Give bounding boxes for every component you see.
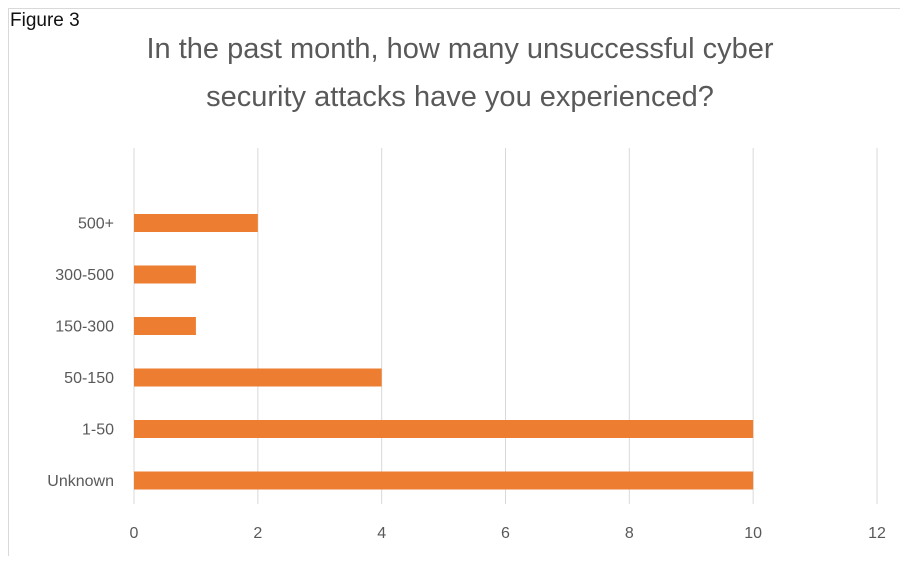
figure-label: Figure 3	[10, 10, 80, 31]
bar-300-500	[134, 265, 196, 284]
chart-title-line-2: security attacks have you experienced?	[206, 81, 714, 113]
y-tick-label-500-: 500+	[78, 216, 114, 233]
y-tick-label-unknown: Unknown	[47, 473, 114, 490]
y-tick-label-150-300: 150-300	[55, 319, 114, 336]
chart-frame	[8, 8, 900, 556]
x-tick-label-12: 12	[868, 525, 886, 542]
y-tick-label-1-50: 1-50	[82, 422, 114, 439]
x-tick-label-0: 0	[130, 525, 139, 542]
x-tick-label-2: 2	[253, 525, 262, 542]
bar-150-300	[134, 317, 196, 335]
x-tick-label-4: 4	[377, 525, 386, 542]
bar-unknown	[134, 471, 754, 490]
bar-50-150	[134, 368, 382, 387]
bar-1-50	[134, 420, 754, 438]
x-tick-label-6: 6	[501, 525, 510, 542]
x-tick-label-10: 10	[744, 525, 762, 542]
chart-title-line-1: In the past month, how many unsuccessful…	[146, 33, 774, 65]
bar-500-	[134, 214, 258, 232]
y-tick-label-50-150: 50-150	[64, 370, 114, 387]
y-tick-label-300-500: 300-500	[55, 267, 114, 284]
x-tick-label-8: 8	[625, 525, 634, 542]
